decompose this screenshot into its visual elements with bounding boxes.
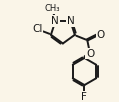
Text: N: N [67, 16, 75, 26]
Text: Cl: Cl [32, 24, 43, 34]
Text: N: N [51, 16, 59, 26]
Text: O: O [97, 30, 105, 40]
Text: CH₃: CH₃ [45, 4, 60, 13]
Text: F: F [81, 92, 87, 102]
Text: O: O [86, 49, 94, 59]
